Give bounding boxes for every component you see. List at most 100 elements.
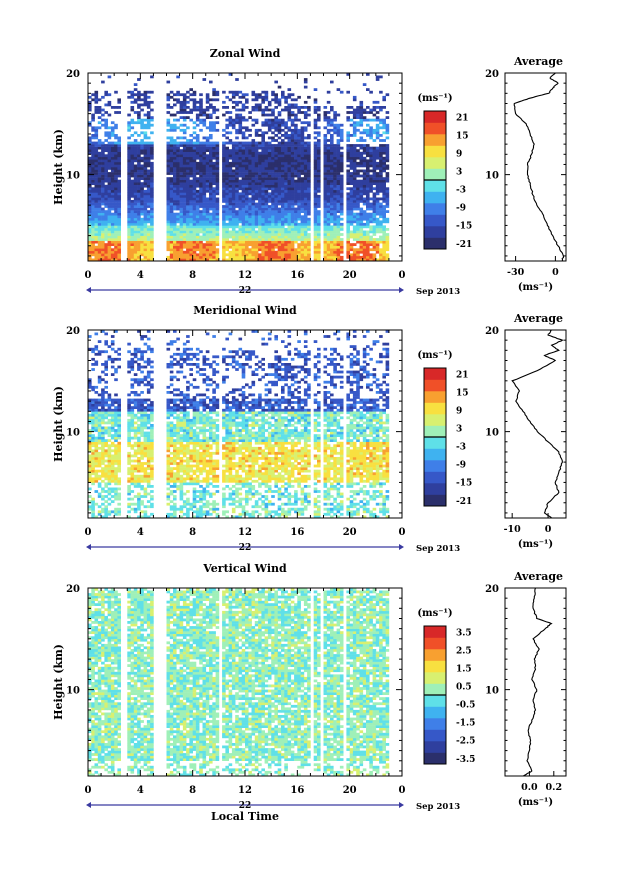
heatmap-cell [349,194,354,198]
heatmap-cell [267,118,272,122]
heatmap-cell [228,90,233,94]
heatmap-cell [88,103,92,107]
heatmap-cell [271,258,275,262]
heatmap-cell [267,222,272,226]
heatmap-cell [300,238,305,241]
heatmap-cell [271,98,275,102]
heatmap-cell [359,238,364,241]
heatmap-cell [287,205,292,208]
heatmap-cell [382,98,386,102]
heatmap-cell [352,212,357,216]
heatmap-cell [294,156,298,160]
heatmap-cell [375,248,380,252]
heatmap-cell [284,134,288,137]
heatmap-cell [307,144,311,147]
heatmap-cell [287,139,292,142]
heatmap-cell [179,164,184,168]
heatmap-cell [261,134,265,137]
heatmap-cell [303,197,308,201]
heatmap-cell [97,416,102,420]
heatmap-cell [349,182,354,185]
heatmap-cell [294,230,298,234]
heatmap-cell [359,139,364,142]
heatmap-cell [143,123,148,127]
heatmap-cell [205,222,210,226]
heatmap-cell [382,253,386,257]
heatmap-cell [107,243,112,246]
heatmap-cell [114,177,118,180]
heatmap-cell [97,418,102,422]
heatmap-cell [127,177,131,180]
heatmap-cell [313,159,318,163]
heatmap-cell [189,161,193,165]
heatmap-cell [114,164,118,168]
heatmap-cell [333,207,337,211]
heatmap-cell [281,128,285,132]
heatmap-cell [241,243,246,246]
heatmap-cell [375,126,380,130]
heatmap-cell [346,179,350,183]
heatmap-cell [205,154,210,158]
heatmap-cell [222,177,226,180]
heatmap-cell [254,121,259,125]
heatmap-cell [179,182,184,185]
heatmap-cell [271,149,275,152]
heatmap-cell [385,174,390,178]
heatmap-cell [303,164,308,168]
heatmap-cell [369,253,373,257]
heatmap-cell [114,474,118,478]
heatmap-cell [287,248,292,252]
heatmap-cell [212,250,216,254]
heatmap-cell [91,169,95,173]
heatmap-cell [137,93,141,97]
heatmap-cell [169,258,174,262]
heatmap-cell [137,159,141,163]
heatmap-cell [264,228,269,231]
heatmap-cell [186,210,190,213]
heatmap-cell [176,233,180,236]
heatmap-cell [137,141,141,145]
heatmap-cell [130,217,135,221]
heatmap-cell [352,146,357,150]
heatmap-cell [91,472,95,476]
heatmap-cell [143,146,148,150]
heatmap-cell [176,235,180,239]
heatmap-cell [297,151,301,155]
heatmap-cell [267,174,272,178]
heatmap-cell [150,240,154,244]
heatmap-cell [88,95,92,99]
heatmap-cell [258,93,262,97]
heatmap-cell [195,205,200,208]
heatmap-cell [212,90,216,94]
heatmap-cell [192,243,197,246]
heatmap-cell [199,189,203,193]
heatmap-cell [261,139,265,142]
heatmap-cell [235,149,239,152]
heatmap-cell [117,220,121,224]
heatmap-cell [238,161,243,165]
heatmap-cell [366,194,370,198]
heatmap-cell [114,172,118,175]
heatmap-cell [146,240,151,244]
heatmap-cell [140,169,144,173]
heatmap-cell [317,250,321,254]
heatmap-cell [264,240,269,244]
heatmap-cell [303,184,308,188]
heatmap-cell [209,228,213,231]
heatmap-cell [140,197,144,201]
heatmap-cell [97,436,102,440]
heatmap-cell [94,205,99,208]
heatmap-cell [97,217,102,221]
heatmap-cell [274,200,278,203]
heatmap-cell [300,172,305,175]
heatmap-cell [264,90,269,94]
heatmap-cell [104,238,108,241]
heatmap-cell [228,205,233,208]
heatmap-cell [130,118,135,122]
heatmap-cell [359,200,364,203]
heatmap-cell [369,184,373,188]
heatmap-cell [137,78,141,81]
heatmap-cell [333,151,337,155]
heatmap-cell [101,472,105,476]
heatmap-cell [235,131,239,135]
